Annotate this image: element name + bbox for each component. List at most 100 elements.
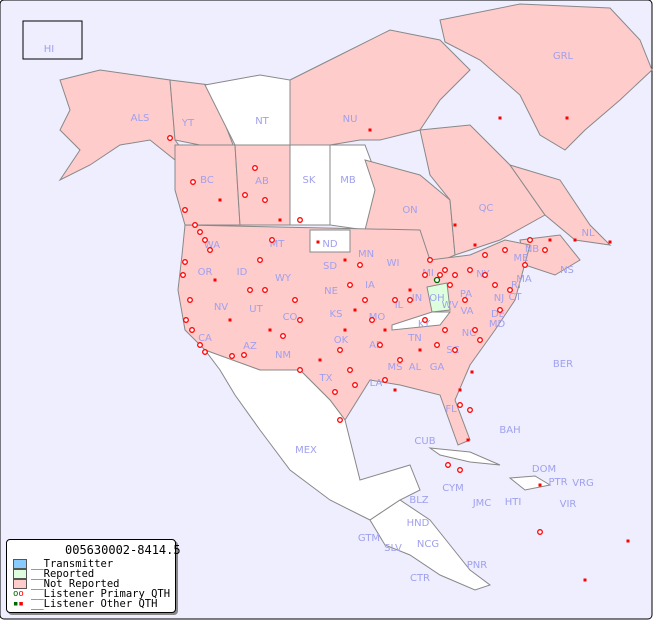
listener-primary-marker <box>527 237 533 243</box>
region-label-mn: MN <box>358 249 374 260</box>
region-label-co: CO <box>283 312 298 323</box>
listener-primary-marker <box>522 262 528 268</box>
region-label-ri: RI <box>511 280 521 291</box>
region-label-nj: NJ <box>494 293 504 304</box>
region-label-de: DE <box>491 309 505 320</box>
region-label-ky: KY <box>418 319 431 330</box>
listener-primary-marker <box>362 297 368 303</box>
listener-primary-marker <box>337 347 343 353</box>
region-NT <box>204 74 291 146</box>
listener-other-marker <box>268 328 272 332</box>
listener-primary-marker <box>467 407 473 413</box>
listener-primary-marker <box>482 252 488 258</box>
listener-primary-marker <box>197 342 203 348</box>
listener-other-marker <box>583 578 587 582</box>
swatch <box>13 579 27 589</box>
listener-primary-marker <box>352 382 358 388</box>
listener-other-marker <box>218 198 222 202</box>
listener-other-marker <box>408 288 412 292</box>
region-label-cym: CYM <box>442 483 464 494</box>
region-label-cub: CUB <box>414 436 435 447</box>
legend-label: __Not Reported <box>31 578 120 590</box>
region-label-ut: UT <box>249 304 263 315</box>
listener-primary-marker <box>257 257 263 263</box>
legend: 005630002-8414.5 __Transmitter __Reporte… <box>6 539 181 613</box>
listener-other-marker <box>343 258 347 262</box>
region-label-me: ME <box>514 253 529 264</box>
region-label-nd: ND <box>322 239 337 250</box>
listener-primary-marker <box>182 259 188 265</box>
listener-primary-marker <box>347 282 353 288</box>
region-central-america <box>369 499 492 591</box>
region-GRL <box>439 3 653 151</box>
listener-primary-marker <box>407 297 413 303</box>
listener-primary-marker <box>477 337 483 343</box>
region-label-mb: MB <box>340 175 356 186</box>
region-label-wy: WY <box>275 273 292 284</box>
region-label-nm: NM <box>275 350 291 361</box>
legend-not-reported: __Not Reported <box>13 578 120 590</box>
region-label-nl: NL <box>581 228 594 239</box>
region-label-bah: BAH <box>499 425 520 436</box>
region-label-vrg: VRG <box>572 478 594 489</box>
region-label-wv: WV <box>442 300 459 311</box>
region-label-mt: MT <box>270 239 286 250</box>
region-label-md: MD <box>489 319 506 330</box>
listener-primary-marker <box>182 207 188 213</box>
listener-primary-marker <box>297 317 303 323</box>
region-label-nc: NC <box>462 328 476 339</box>
listener-primary-marker <box>492 282 498 288</box>
region-CUB <box>428 447 501 466</box>
listener-primary-marker-green <box>433 276 441 284</box>
listener-primary-marker <box>347 367 353 373</box>
listener-primary-marker <box>167 135 173 141</box>
region-NL <box>508 164 612 246</box>
region-label-ks: KS <box>330 309 343 320</box>
listener-primary-marker <box>207 247 213 253</box>
region-label-blz: BLZ <box>409 495 428 506</box>
region-label-als: ALS <box>131 113 150 124</box>
region-label-ar: AR <box>369 340 383 351</box>
region-label-hi: HI <box>44 44 54 55</box>
region-label-tx: TX <box>319 373 333 384</box>
listener-primary-marker <box>292 297 298 303</box>
listener-primary-marker <box>197 229 203 235</box>
region-label-or: OR <box>198 267 213 278</box>
listener-other-marker <box>318 358 322 362</box>
region-label-slv: SLV <box>384 543 402 554</box>
region-AB <box>234 144 291 226</box>
region-label-ns: NS <box>560 265 574 276</box>
listener-primary-marker <box>332 389 338 395</box>
circle-marker-icon: oo <box>13 589 24 599</box>
listener-primary-marker <box>189 327 195 333</box>
region-label-ncg: NCG <box>417 539 439 550</box>
region-label-mex: MEX <box>295 445 317 456</box>
listener-primary-marker <box>357 262 363 268</box>
listener-other-marker <box>608 240 612 244</box>
legend-label: __Listener Primary QTH <box>31 588 171 600</box>
listener-other-marker <box>548 238 552 242</box>
region-label-bc: BC <box>200 175 214 186</box>
listener-other-marker <box>316 240 320 244</box>
listener-primary-marker <box>457 402 463 408</box>
listener-other-marker <box>393 388 397 392</box>
listener-primary-marker <box>397 357 403 363</box>
region-label-qc: QC <box>479 203 494 214</box>
region-label-ms: MS <box>388 362 403 373</box>
legend-reported: __Reported <box>13 568 94 580</box>
legend-label: __Listener Other QTH <box>31 598 158 610</box>
listener-primary-marker <box>447 282 453 288</box>
region-BC <box>174 144 241 226</box>
region-ND <box>309 229 351 253</box>
region-label-wi: WI <box>387 258 400 269</box>
listener-primary-marker <box>183 317 189 323</box>
listener-primary-marker <box>542 247 548 253</box>
listener-other-marker <box>418 348 422 352</box>
region-label-jmc: JMC <box>472 498 492 509</box>
listener-primary-marker <box>252 165 258 171</box>
region-label-hti: HTI <box>505 497 522 508</box>
legend-primary-qth: oo __Listener Primary QTH <box>13 588 171 600</box>
region-label-mi: MI <box>422 268 434 279</box>
listener-primary-marker <box>422 317 428 323</box>
listener-primary-marker <box>457 467 463 473</box>
